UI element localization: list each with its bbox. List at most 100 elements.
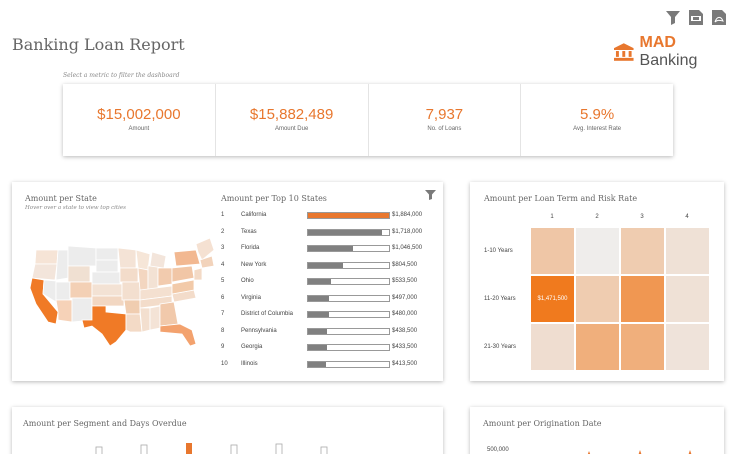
segment-bar[interactable] xyxy=(320,446,328,454)
top10-bar xyxy=(308,279,331,284)
map-state[interactable] xyxy=(95,247,119,261)
map-state[interactable] xyxy=(139,307,151,333)
top10-title: Amount per Top 10 States xyxy=(221,194,327,203)
us-choropleth-map[interactable] xyxy=(26,238,222,348)
map-state[interactable] xyxy=(119,267,139,283)
map-state[interactable] xyxy=(67,245,97,267)
top10-state: Texas xyxy=(241,228,257,235)
segment-bar[interactable] xyxy=(275,443,283,454)
segment-bar[interactable] xyxy=(140,444,148,454)
kpi-loan-count[interactable]: 7,937 No. of Loans xyxy=(369,84,522,156)
kpi-label: Amount Due xyxy=(274,126,309,132)
top10-row[interactable]: 7 District of Columbia $480,000 xyxy=(221,309,441,321)
kpi-amount[interactable]: $15,002,000 Amount xyxy=(63,84,216,156)
map-state[interactable] xyxy=(55,281,71,301)
map-state-virginia[interactable] xyxy=(171,279,195,295)
top10-state: California xyxy=(241,212,267,218)
ppt-export-icon[interactable] xyxy=(689,10,703,25)
top10-row[interactable]: 9 Georgia $433,500 xyxy=(221,342,441,354)
map-state[interactable] xyxy=(193,267,203,281)
heatmap-cell[interactable] xyxy=(665,275,710,323)
heatmap-row-label: 1-10 Years xyxy=(484,248,513,254)
filter-icon[interactable] xyxy=(425,190,436,200)
map-state[interactable] xyxy=(91,295,125,307)
kpi-value: $15,882,489 xyxy=(249,106,334,123)
heatmap-cell[interactable] xyxy=(620,323,665,371)
top10-bar xyxy=(308,312,329,317)
map-state[interactable] xyxy=(149,251,167,269)
filter-icon[interactable] xyxy=(666,10,680,25)
map-state[interactable] xyxy=(199,255,215,269)
map-state[interactable] xyxy=(69,281,93,299)
map-state[interactable] xyxy=(67,265,91,283)
heatmap-cell[interactable] xyxy=(620,227,665,275)
map-state[interactable] xyxy=(31,263,58,281)
segment-title: Amount per Segment and Days Overdue xyxy=(23,419,187,428)
top10-rank: 9 xyxy=(221,344,225,350)
top10-state: Virginia xyxy=(241,294,261,301)
kpi-value: $15,002,000 xyxy=(97,106,181,123)
map-state-texas[interactable] xyxy=(81,305,127,347)
top10-amount: $497,000 xyxy=(392,294,418,301)
map-state[interactable] xyxy=(117,247,137,269)
map-state[interactable] xyxy=(71,297,93,323)
heatmap-column-label: 4 xyxy=(685,214,689,220)
segment-chart[interactable] xyxy=(92,443,342,454)
kpi-value: 7,937 xyxy=(425,106,464,123)
segment-bar[interactable] xyxy=(230,444,238,454)
top10-bar xyxy=(308,229,382,235)
map-state[interactable] xyxy=(147,265,159,291)
report-title: Banking Loan Report xyxy=(12,35,185,54)
heatmap-column-label: 1 xyxy=(550,214,554,220)
map-state[interactable] xyxy=(195,238,215,261)
map-state[interactable] xyxy=(55,249,69,281)
top10-row[interactable]: 1 California $1,884,000 xyxy=(221,210,441,222)
top10-row[interactable]: 8 Pennsylvania $438,500 xyxy=(221,326,441,338)
pdf-export-icon[interactable] xyxy=(712,10,726,25)
map-state-georgia[interactable] xyxy=(159,301,179,327)
map-state-pennsylvania[interactable] xyxy=(171,265,195,283)
top10-row[interactable]: 6 Virginia $497,000 xyxy=(221,293,441,305)
kpi-amount-due[interactable]: $15,882,489 Amount Due xyxy=(216,84,369,156)
top10-row[interactable]: 5 Ohio $533,500 xyxy=(221,276,441,288)
map-state[interactable] xyxy=(149,305,161,331)
top10-state: Georgia xyxy=(241,344,263,350)
origination-chart[interactable] xyxy=(570,447,720,454)
map-state[interactable] xyxy=(95,259,119,273)
heatmap-cell[interactable] xyxy=(665,323,710,371)
top10-row[interactable]: 3 Florida $1,046,500 xyxy=(221,243,441,255)
map-state-florida[interactable] xyxy=(159,323,197,347)
heatmap-cell[interactable] xyxy=(575,275,620,323)
top10-amount: $804,500 xyxy=(392,261,418,268)
heatmap-cell[interactable] xyxy=(575,227,620,275)
map-state-ohio[interactable] xyxy=(157,267,173,287)
map-state-new-york[interactable] xyxy=(173,249,201,267)
map-state[interactable] xyxy=(55,299,73,323)
map-state[interactable] xyxy=(121,281,141,301)
heatmap-cell[interactable] xyxy=(530,227,575,275)
segment-bar[interactable] xyxy=(95,446,103,454)
top10-row[interactable]: 10 Illinois $413,500 xyxy=(221,359,441,371)
state-panel: Amount per State Hover over a state to v… xyxy=(12,182,443,381)
map-state[interactable] xyxy=(91,283,123,297)
top10-bar-track xyxy=(307,311,390,318)
segment-bar[interactable] xyxy=(186,443,192,454)
heatmap-row-label: 11-20 Years xyxy=(484,296,516,302)
map-state[interactable] xyxy=(91,271,121,285)
map-state[interactable] xyxy=(34,249,59,265)
heatmap-cell[interactable] xyxy=(620,275,665,323)
top10-bar-track xyxy=(307,294,390,302)
heatmap-cell[interactable] xyxy=(530,323,575,371)
kpi-card: $15,002,000 Amount $15,882,489 Amount Du… xyxy=(63,84,673,156)
map-state[interactable] xyxy=(137,267,149,291)
kpi-interest-rate[interactable]: 5.9% Avg. Interest Rate xyxy=(521,84,673,156)
top10-bar xyxy=(308,361,326,367)
heatmap-cell[interactable] xyxy=(665,227,710,275)
map-state[interactable] xyxy=(123,299,141,315)
top10-row[interactable]: 2 Texas $1,718,000 xyxy=(221,227,441,239)
top10-amount: $438,500 xyxy=(392,327,418,334)
heatmap-cell[interactable]: $1,471,500 xyxy=(530,275,575,323)
heatmap-cell[interactable] xyxy=(575,323,620,371)
top10-row[interactable]: 4 New York $804,500 xyxy=(221,260,441,272)
map-state[interactable] xyxy=(125,313,143,333)
